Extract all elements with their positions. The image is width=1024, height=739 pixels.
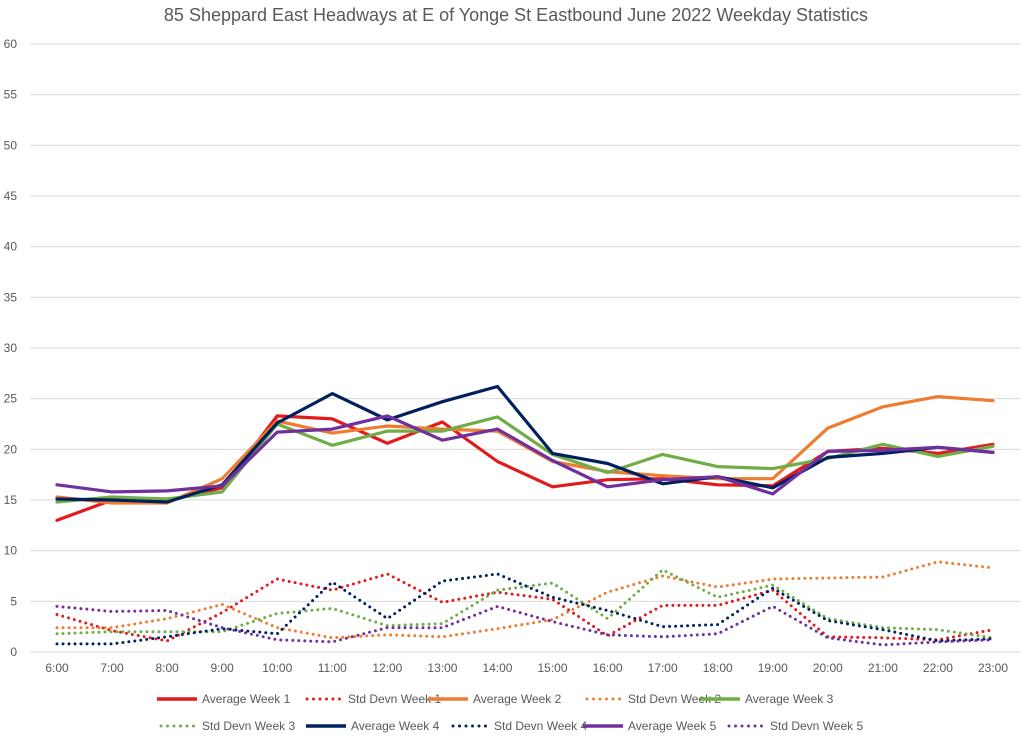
series-average-week-1	[55, 414, 995, 522]
x-tick-label: 13:00	[427, 661, 457, 675]
legend-label: Std Devn Week 3	[202, 719, 295, 733]
series-std-devn-week-2	[55, 560, 995, 640]
y-tick-label: 5	[10, 594, 17, 608]
legend-item: Average Week 3	[700, 692, 834, 706]
legend-item: Average Week 5	[583, 719, 717, 733]
legend-item: Std Devn Week 4	[451, 719, 587, 733]
x-tick-label: 15:00	[538, 661, 568, 675]
legend-item: Std Devn Week 1	[305, 692, 441, 706]
legend-label: Average Week 3	[745, 692, 834, 706]
y-tick-label: 35	[4, 290, 18, 304]
y-axis-ticks: 0 5 10 15 20 25 30 35 40 45 50 55 60	[4, 37, 18, 659]
legend-label: Average Week 1	[202, 692, 291, 706]
series-lines	[55, 384, 995, 647]
series-std-devn-week-3	[55, 568, 995, 640]
x-tick-label: 21:00	[868, 661, 898, 675]
series-std-devn-week-1	[55, 572, 995, 643]
x-tick-label: 8:00	[155, 661, 179, 675]
x-tick-label: 12:00	[372, 661, 402, 675]
y-tick-label: 10	[4, 544, 18, 558]
x-tick-label: 18:00	[703, 661, 733, 675]
x-tick-label: 22:00	[923, 661, 953, 675]
legend-label: Std Devn Week 5	[770, 719, 863, 733]
legend-item: Std Devn Week 3	[159, 719, 295, 733]
y-tick-label: 40	[4, 240, 18, 254]
legend-label: Average Week 5	[628, 719, 717, 733]
x-tick-label: 23:00	[978, 661, 1008, 675]
x-axis-ticks: 6:00 7:00 8:00 9:00 10:00 11:00 12:00 13:00 14:0…	[45, 661, 1008, 675]
y-tick-label: 45	[4, 189, 18, 203]
legend: Average Week 1 Std Devn Week 1 Average Wee…	[157, 692, 863, 733]
legend-item: Std Devn Week 2	[585, 692, 721, 706]
y-tick-label: 15	[4, 493, 18, 507]
x-tick-label: 11:00	[318, 661, 347, 675]
y-tick-label: 20	[4, 442, 18, 456]
x-tick-label: 10:00	[262, 661, 292, 675]
chart-title: 85 Sheppard East Headways at E of Yonge …	[164, 5, 868, 25]
legend-item: Average Week 4	[306, 719, 440, 733]
y-tick-label: 0	[10, 645, 17, 659]
y-tick-label: 25	[4, 392, 18, 406]
legend-item: Std Devn Week 5	[727, 719, 863, 733]
y-tick-label: 55	[4, 88, 18, 102]
x-tick-label: 9:00	[210, 661, 234, 675]
x-tick-label: 14:00	[482, 661, 512, 675]
x-tick-label: 19:00	[758, 661, 788, 675]
legend-item: Average Week 1	[157, 692, 291, 706]
y-tick-label: 60	[4, 37, 18, 51]
legend-item: Average Week 2	[428, 692, 562, 706]
legend-label: Average Week 4	[351, 719, 440, 733]
series-average-week-5	[55, 414, 995, 496]
y-tick-label: 30	[4, 341, 18, 355]
legend-label: Std Devn Week 2	[628, 692, 721, 706]
x-tick-label: 17:00	[648, 661, 678, 675]
y-tick-label: 50	[4, 138, 18, 152]
x-tick-label: 20:00	[813, 661, 843, 675]
gridlines	[30, 43, 1020, 653]
series-std-devn-week-5	[55, 604, 995, 647]
legend-label: Std Devn Week 4	[494, 719, 587, 733]
x-tick-label: 7:00	[100, 661, 124, 675]
legend-label: Std Devn Week 1	[348, 692, 441, 706]
x-tick-label: 6:00	[45, 661, 69, 675]
x-tick-label: 16:00	[593, 661, 623, 675]
series-std-devn-week-4	[55, 572, 995, 646]
legend-label: Average Week 2	[473, 692, 562, 706]
